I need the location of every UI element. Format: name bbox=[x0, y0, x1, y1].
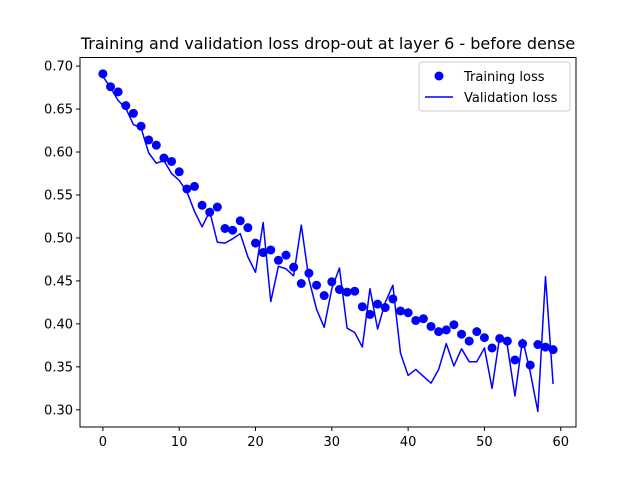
y-tick-label: 0.60 bbox=[44, 146, 73, 161]
legend-marker-training bbox=[434, 71, 444, 81]
training-loss-point bbox=[365, 309, 375, 319]
validation-loss-line bbox=[102, 75, 554, 413]
training-loss-point bbox=[411, 315, 421, 325]
legend-box bbox=[418, 61, 571, 112]
training-loss-point bbox=[113, 87, 123, 97]
training-loss-point bbox=[151, 140, 161, 150]
training-loss-point bbox=[548, 345, 558, 355]
training-loss-point bbox=[479, 333, 489, 343]
plot-frame bbox=[79, 57, 577, 428]
y-tick-label: 0.55 bbox=[44, 188, 73, 203]
training-loss-point bbox=[487, 343, 497, 353]
training-loss-point bbox=[510, 355, 520, 365]
y-axis: 0.30 0.35 0.40 0.45 0.50 0.55 0.60 0.65 0.70 bbox=[44, 60, 80, 418]
training-loss-point bbox=[472, 327, 482, 337]
legend-label-training: Training loss bbox=[463, 70, 545, 85]
training-loss-point bbox=[426, 321, 436, 331]
training-loss-point bbox=[518, 339, 528, 349]
training-loss-point bbox=[334, 285, 344, 295]
training-loss-point bbox=[319, 291, 329, 301]
training-loss-point bbox=[449, 320, 459, 330]
training-loss-point bbox=[128, 108, 138, 118]
y-tick-label: 0.30 bbox=[44, 403, 73, 418]
training-loss-point bbox=[159, 153, 169, 163]
training-loss-point bbox=[495, 333, 505, 343]
training-loss-point bbox=[350, 286, 360, 296]
y-tick-label: 0.70 bbox=[44, 60, 73, 75]
training-loss-point bbox=[235, 216, 245, 226]
training-loss-point bbox=[342, 287, 352, 297]
y-tick-label: 0.50 bbox=[44, 231, 73, 246]
training-loss-point bbox=[434, 327, 444, 337]
training-loss-point bbox=[212, 202, 222, 212]
y-tick-label: 0.45 bbox=[44, 274, 73, 289]
training-loss-point bbox=[258, 248, 268, 258]
training-loss-point bbox=[403, 308, 413, 318]
training-loss-point bbox=[441, 325, 451, 335]
x-tick-label: 0 bbox=[99, 435, 107, 450]
training-loss-point bbox=[418, 314, 428, 324]
training-loss-point bbox=[220, 224, 230, 233]
training-loss-point bbox=[502, 336, 512, 346]
training-loss-point bbox=[144, 135, 154, 145]
training-loss-point bbox=[182, 184, 192, 194]
x-tick-label: 40 bbox=[400, 435, 417, 450]
training-loss-point bbox=[228, 225, 238, 235]
training-loss-point bbox=[205, 207, 215, 217]
training-loss-point bbox=[189, 181, 199, 191]
plot-area bbox=[98, 69, 558, 413]
training-loss-point bbox=[98, 69, 108, 79]
training-loss-point bbox=[296, 279, 306, 288]
training-loss-point bbox=[136, 121, 146, 131]
training-loss-point bbox=[289, 262, 299, 272]
x-tick-label: 30 bbox=[324, 435, 341, 450]
legend: Training loss Validation loss bbox=[418, 61, 571, 112]
training-loss-point bbox=[380, 303, 390, 313]
training-loss-point bbox=[167, 156, 177, 166]
training-loss-point bbox=[121, 101, 131, 111]
training-loss-point bbox=[106, 82, 116, 92]
x-tick-label: 50 bbox=[476, 435, 493, 450]
training-loss-point bbox=[312, 280, 322, 290]
y-tick-label: 0.35 bbox=[44, 360, 73, 375]
training-loss-point bbox=[273, 255, 283, 265]
training-loss-point bbox=[373, 299, 383, 309]
legend-label-validation: Validation loss bbox=[464, 91, 558, 106]
training-loss-point bbox=[395, 306, 405, 316]
y-tick-label: 0.65 bbox=[44, 103, 73, 118]
training-loss-point bbox=[266, 245, 276, 255]
training-loss-point bbox=[281, 250, 291, 260]
chart-title: Training and validation loss drop-out at… bbox=[80, 34, 575, 53]
training-loss-point bbox=[197, 200, 207, 210]
x-tick-label: 20 bbox=[247, 435, 264, 450]
y-tick-label: 0.40 bbox=[44, 317, 73, 332]
x-tick-label: 60 bbox=[552, 435, 569, 450]
training-loss-point bbox=[540, 342, 550, 352]
training-loss-point bbox=[388, 294, 398, 304]
training-loss-point bbox=[533, 340, 543, 350]
training-loss-point bbox=[525, 360, 535, 370]
training-loss-point bbox=[464, 336, 474, 346]
training-loss-point bbox=[457, 329, 467, 339]
training-loss-point bbox=[304, 268, 314, 278]
x-axis: 0 10 20 30 40 50 60 bbox=[99, 427, 569, 450]
training-loss-point bbox=[327, 277, 337, 287]
training-loss-point bbox=[251, 238, 261, 248]
training-loss-point bbox=[357, 302, 367, 312]
training-loss-point bbox=[174, 167, 184, 177]
training-loss-point bbox=[243, 223, 253, 233]
x-tick-label: 10 bbox=[171, 435, 188, 450]
